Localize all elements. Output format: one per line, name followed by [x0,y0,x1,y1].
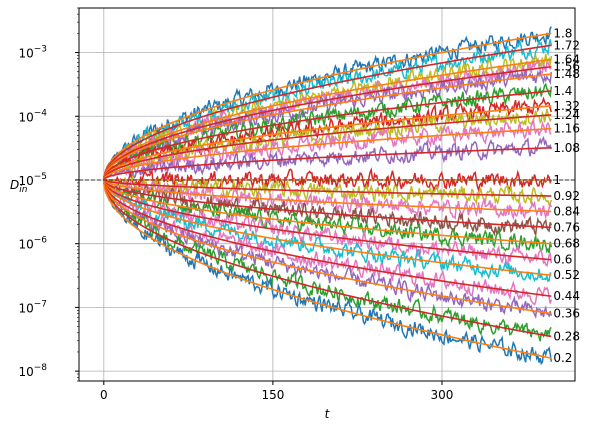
fit-line-0.52 [103,179,552,277]
y-tick-label: 10−6 [18,236,47,252]
fit-line-0.44 [103,179,552,297]
y-ticks: 10−8 10−7 10−6 10−5 10−4 10−3 [18,7,79,382]
curve-label-0.76: 0.76 [553,220,580,234]
fit-line-0.76 [103,179,552,229]
curve-label-0.2: 0.2 [553,351,572,365]
x-tick-label: 300 [431,388,454,402]
noisy-series-0.28 [103,179,552,342]
fit-line-1.16 [103,127,552,181]
curve-label-0.36: 0.36 [553,307,580,321]
fit-line-1.56 [103,65,552,180]
noisy-series-1 [103,166,552,193]
curve-label-1.48: 1.48 [553,67,580,81]
noisy-series-0.84 [103,179,553,221]
curve-label-0.92: 0.92 [553,189,580,203]
curve-label-1.08: 1.08 [553,141,580,155]
fit-line-0.92 [103,179,552,197]
fit-line-0.68 [103,179,552,245]
curve-label-1.4: 1.4 [553,84,572,98]
y-tick-label: 10−5 [18,172,47,188]
curve-label-0.28: 0.28 [553,329,580,343]
fit-line-1.8 [103,32,552,180]
fit-line-0.2 [103,179,552,359]
x-ticks: 0 150 300 [100,381,453,402]
curve-label-1.72: 1.72 [553,38,580,52]
fit-line-0.84 [103,179,552,213]
curve-label-1.32: 1.32 [553,99,580,113]
y-axis-label-sub: in [19,185,28,195]
curve-label-0.84: 0.84 [553,205,580,219]
curve-label-0.44: 0.44 [553,289,580,303]
fit-lines-group [103,32,552,359]
curve-label-0.6: 0.6 [553,253,572,267]
curve-label-0.52: 0.52 [553,268,580,282]
y-axis-label: Din [10,178,28,195]
plot-frame [78,7,576,382]
fit-line-0.28 [103,179,552,338]
curve-labels: 1.81.721.641.561.48 1.41.321.241.16 1.08 1 0… [553,26,580,365]
curve-label-1.8: 1.8 [553,26,572,40]
fit-line-1.64 [103,58,552,180]
fit-line-0.6 [103,179,552,261]
noisy-series-0.76 [103,179,553,238]
fit-line-1.4 [103,90,552,180]
x-tick-label: 0 [100,388,108,402]
fit-line-1.32 [103,105,552,180]
y-tick-label: 10−8 [18,363,47,379]
curve-label-1.16: 1.16 [553,122,580,136]
fit-line-1.72 [103,44,552,180]
y-tick-label: 10−4 [18,108,47,124]
x-axis-label: t [325,407,331,421]
x-tick-label: 150 [261,388,284,402]
fit-line-1.48 [103,73,552,180]
fit-line-1.08 [103,146,552,181]
curve-label-1: 1 [553,173,561,187]
curve-label-1.56: 1.56 [553,60,580,74]
y-tick-label: 10−7 [18,299,47,315]
y-axis-label-main: D [10,178,19,192]
y-tick-label: 10−3 [18,45,47,61]
curve-label-0.68: 0.68 [553,237,580,251]
fit-line-1.24 [103,114,552,180]
noisy-series-1.48 [103,68,553,181]
fit-line-0.36 [103,179,552,315]
curve-label-1.24: 1.24 [553,108,580,122]
curve-label-1.64: 1.64 [553,52,580,66]
noisy-series-0.68 [103,179,553,254]
